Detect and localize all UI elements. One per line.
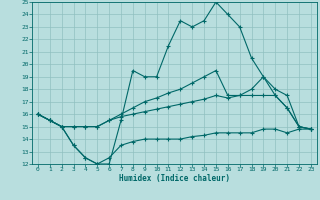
X-axis label: Humidex (Indice chaleur): Humidex (Indice chaleur): [119, 174, 230, 183]
